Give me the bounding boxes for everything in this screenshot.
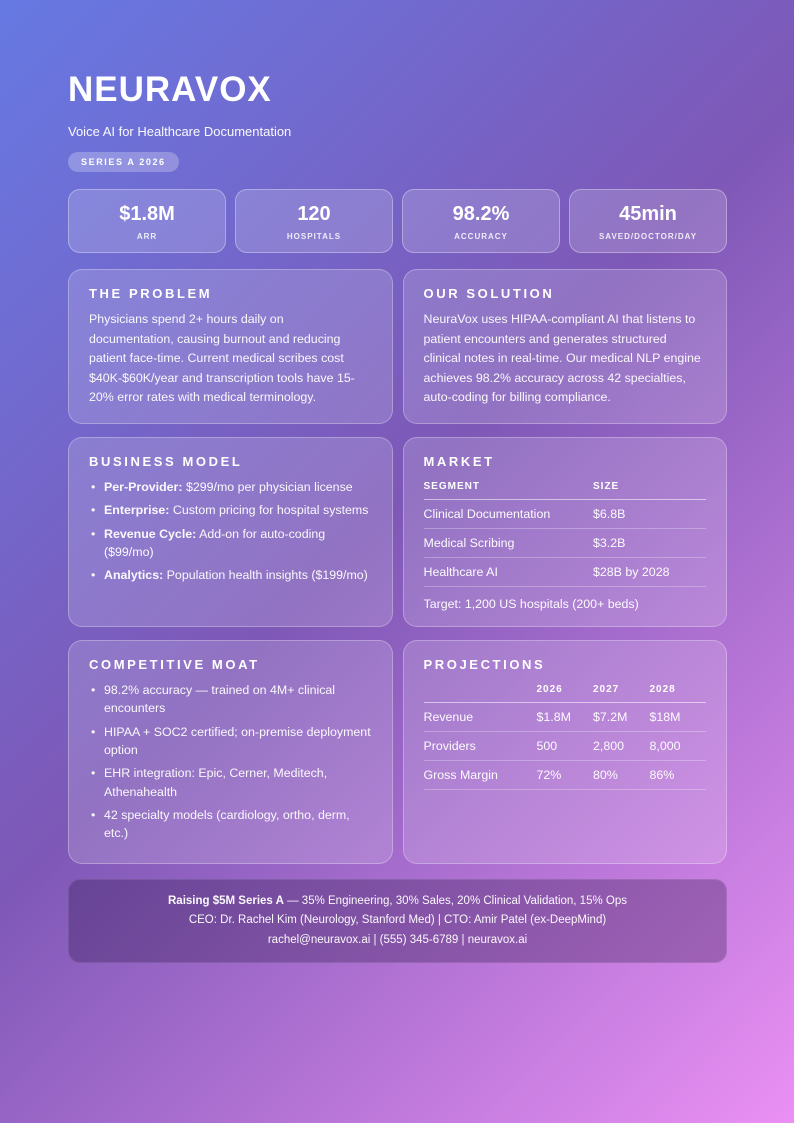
card-grid: THE PROBLEM Physicians spend 2+ hours da…: [68, 269, 727, 864]
problem-card: THE PROBLEM Physicians spend 2+ hours da…: [68, 269, 393, 424]
column-header-2026: 2026: [536, 680, 593, 703]
stat-label: ARR: [136, 232, 158, 241]
footer-bar: Raising $5M Series A — 35% Engineering, …: [68, 878, 727, 964]
pitch-one-pager: NEURAVOX Voice AI for Healthcare Documen…: [0, 0, 794, 963]
projections-card: PROJECTIONS 2026 2027 2028 Revenue $1.8M…: [402, 639, 727, 864]
solution-body: NeuraVox uses HIPAA-compliant AI that li…: [423, 312, 701, 405]
market-target-note: Target: 1,200 US hospitals (200+ beds): [423, 596, 639, 611]
business-model-list: Per-Provider: $299/mo per physician lice…: [89, 478, 372, 585]
card-heading-market: MARKET: [423, 453, 495, 469]
column-header-size: SIZE: [593, 477, 706, 500]
list-item: 98.2% accuracy — trained on 4M+ clinical…: [89, 681, 372, 718]
footer-raise-line: Raising $5M Series A — 35% Engineering, …: [85, 892, 710, 912]
stat-value: 120: [297, 203, 331, 225]
page-title: NEURAVOX: [68, 70, 272, 109]
size-cell: $6.8B: [593, 499, 706, 529]
item-label: Revenue Cycle:: [104, 526, 197, 541]
segment-cell: Medical Scribing: [423, 528, 593, 558]
market-table: SEGMENT SIZE Clinical Documentation $6.8…: [423, 477, 706, 587]
table-header-row: 2026 2027 2028: [423, 680, 706, 703]
metric-label: Gross Margin: [423, 760, 537, 790]
item-text: $299/mo per physician license: [185, 479, 353, 494]
table-row: Revenue $1.8M $7.2M $18M: [423, 702, 706, 732]
card-heading-moat: COMPETITIVE MOAT: [89, 656, 260, 672]
metric-label: Providers: [423, 731, 537, 761]
competitive-moat-card: COMPETITIVE MOAT 98.2% accuracy — traine…: [68, 639, 393, 864]
market-card: MARKET SEGMENT SIZE Clinical Documentati…: [402, 436, 727, 627]
item-label: Enterprise:: [104, 503, 170, 518]
item-text: Custom pricing for hospital systems: [172, 503, 369, 518]
projections-table: 2026 2027 2028 Revenue $1.8M $7.2M $18M …: [423, 680, 706, 790]
footer-raise-amount: Raising $5M Series A: [168, 894, 284, 907]
column-header-segment: SEGMENT: [423, 477, 593, 500]
metric-2027: 80%: [593, 760, 650, 790]
stat-card-hospitals: 120 HOSPITALS: [235, 189, 393, 253]
list-item: 42 specialty models (cardiology, ortho, …: [89, 806, 372, 843]
stat-card-accuracy: 98.2% ACCURACY: [402, 189, 560, 253]
business-model-card: BUSINESS MODEL Per-Provider: $299/mo per…: [68, 436, 393, 627]
list-item: HIPAA + SOC2 certified; on-premise deplo…: [89, 723, 372, 760]
item-label: Per-Provider:: [104, 479, 183, 494]
moat-list: 98.2% accuracy — trained on 4M+ clinical…: [89, 681, 372, 843]
table-row: Medical Scribing $3.2B: [423, 528, 706, 558]
item-label: Analytics:: [104, 568, 164, 583]
card-heading-projections: PROJECTIONS: [423, 656, 546, 672]
list-item: Revenue Cycle: Add-on for auto-coding ($…: [89, 525, 372, 562]
stat-label: ACCURACY: [454, 232, 508, 241]
stat-label: HOSPITALS: [286, 232, 342, 241]
metric-2027: 2,800: [593, 731, 650, 761]
column-header-blank: [423, 680, 537, 703]
metric-2026: 72%: [536, 760, 593, 790]
header: NEURAVOX Voice AI for Healthcare Documen…: [68, 70, 727, 172]
series-badge: SERIES A 2026: [68, 152, 179, 172]
table-row: Healthcare AI $28B by 2028: [423, 557, 706, 587]
stat-value: 98.2%: [452, 203, 510, 225]
table-row: Providers 500 2,800 8,000: [423, 731, 706, 761]
list-item: Per-Provider: $299/mo per physician lice…: [89, 478, 372, 497]
item-text: Population health insights ($199/mo): [166, 568, 368, 583]
size-cell: $3.2B: [593, 528, 706, 558]
metric-2026: 500: [536, 731, 593, 761]
stat-card-arr: $1.8M ARR: [68, 189, 226, 253]
segment-cell: Healthcare AI: [423, 557, 593, 587]
stat-label: SAVED/DOCTOR/DAY: [598, 232, 698, 241]
metric-2026: $1.8M: [536, 702, 593, 732]
stat-value: $1.8M: [119, 203, 175, 225]
metric-label: Revenue: [423, 702, 537, 732]
table-header-row: SEGMENT SIZE: [423, 477, 706, 500]
page-subtitle: Voice AI for Healthcare Documentation: [68, 124, 292, 139]
problem-body: Physicians spend 2+ hours daily on docum…: [89, 312, 355, 405]
stats-row: $1.8M ARR 120 HOSPITALS 98.2% ACCURACY 4…: [68, 189, 727, 253]
footer-team-line: CEO: Dr. Rachel Kim (Neurology, Stanford…: [188, 914, 607, 927]
column-header-2027: 2027: [593, 680, 650, 703]
table-row: Gross Margin 72% 80% 86%: [423, 760, 706, 790]
table-row: Clinical Documentation $6.8B: [423, 499, 706, 529]
list-item: EHR integration: Epic, Cerner, Meditech,…: [89, 764, 372, 801]
metric-2028: 86%: [649, 760, 706, 790]
size-cell: $28B by 2028: [593, 557, 706, 587]
segment-cell: Clinical Documentation: [423, 499, 593, 529]
item-text: Add-on for auto-coding ($99/mo): [104, 526, 326, 560]
card-heading-solution: OUR SOLUTION: [423, 286, 555, 301]
solution-card: OUR SOLUTION NeuraVox uses HIPAA-complia…: [402, 269, 727, 424]
footer-contact-line: rachel@neuravox.ai | (555) 345-6789 | ne…: [267, 933, 528, 946]
card-heading-problem: THE PROBLEM: [89, 286, 213, 301]
metric-2028: 8,000: [649, 731, 706, 761]
footer-raise-allocation: — 35% Engineering, 30% Sales, 20% Clinic…: [287, 894, 627, 907]
column-header-2028: 2028: [649, 680, 706, 703]
list-item: Analytics: Population health insights ($…: [89, 566, 372, 585]
stat-card-time-saved: 45min SAVED/DOCTOR/DAY: [569, 189, 727, 253]
stat-value: 45min: [619, 203, 677, 225]
metric-2027: $7.2M: [593, 702, 650, 732]
card-heading-business-model: BUSINESS MODEL: [89, 453, 243, 469]
list-item: Enterprise: Custom pricing for hospital …: [89, 501, 372, 520]
metric-2028: $18M: [649, 702, 706, 732]
